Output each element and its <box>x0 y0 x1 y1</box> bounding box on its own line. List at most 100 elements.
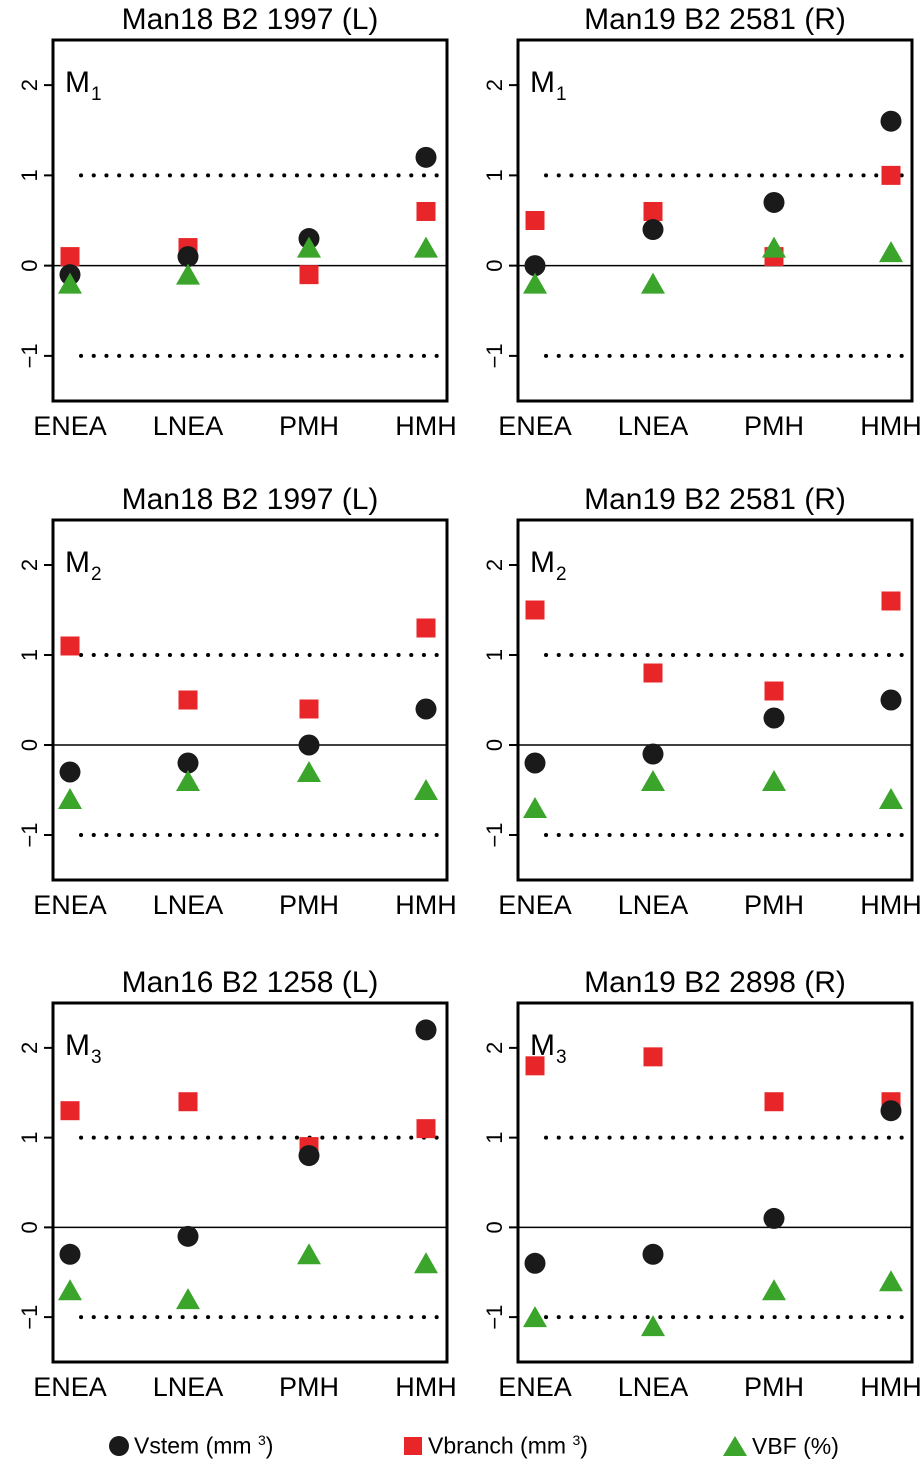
y-tick-label: 1 <box>17 649 42 661</box>
panel-label-subscript: 1 <box>556 84 567 105</box>
y-tick-label: 1 <box>17 1132 42 1144</box>
vbranch-point <box>643 663 663 683</box>
vbf-point <box>297 236 321 258</box>
y-tick-label: 1 <box>482 1132 507 1144</box>
plot-frame <box>51 518 449 882</box>
vstem-point <box>415 1019 437 1041</box>
vstem-point <box>298 734 320 756</box>
vstem-point <box>524 752 546 774</box>
vbranch-point <box>881 591 901 611</box>
vbranch-point <box>299 699 319 719</box>
vbf-point <box>762 770 786 791</box>
vbf-point <box>641 1315 665 1337</box>
vbranch-point <box>178 690 198 710</box>
y-tick-label: −1 <box>17 343 42 368</box>
x-tick-label: PMH <box>744 890 804 920</box>
vbranch-point <box>643 1047 663 1067</box>
plot-frame <box>516 38 914 403</box>
vbf-point <box>58 1279 82 1301</box>
x-tick-label: HMH <box>860 890 922 920</box>
y-tick-label: 0 <box>17 260 42 272</box>
vbf-point <box>641 272 665 294</box>
vstem-point <box>177 246 199 268</box>
y-tick-label: 1 <box>482 649 507 661</box>
chart-title: Man19 B2 2898 (R) <box>584 966 846 999</box>
vbf-point <box>879 788 903 809</box>
vbf-point <box>297 1243 321 1265</box>
x-tick-label: LNEA <box>618 411 689 441</box>
vbf-point <box>762 1279 786 1301</box>
chart-title: Man16 B2 1258 (L) <box>122 966 379 999</box>
vbranch-point <box>416 618 436 638</box>
square-marker-icon <box>404 1437 422 1455</box>
panel-label: M <box>65 1029 90 1062</box>
vstem-point <box>415 146 437 168</box>
vbranch-point <box>416 201 436 221</box>
vstem-point <box>177 752 199 774</box>
vbf-point <box>414 236 438 258</box>
x-tick-label: PMH <box>744 1372 804 1402</box>
vstem-point <box>642 1243 664 1265</box>
panel-label: M <box>65 66 90 99</box>
chart-title: Man19 B2 2581 (R) <box>584 3 846 36</box>
y-tick-label: 2 <box>17 79 42 91</box>
chart-title: Man18 B2 1997 (L) <box>122 483 379 516</box>
vbf-point <box>523 1306 547 1328</box>
x-tick-label: HMH <box>395 890 457 920</box>
x-tick-label: LNEA <box>618 890 689 920</box>
vbranch-point <box>643 201 663 221</box>
vbf-point <box>762 236 786 258</box>
x-tick-label: HMH <box>860 1372 922 1402</box>
vstem-point <box>415 698 437 720</box>
x-tick-label: ENEA <box>33 1372 107 1402</box>
x-tick-label: ENEA <box>498 890 572 920</box>
vstem-point <box>59 1243 81 1265</box>
x-tick-label: HMH <box>395 411 457 441</box>
vstem-point <box>763 191 785 213</box>
vbf-point <box>176 1288 200 1310</box>
vbranch-point <box>178 1092 198 1112</box>
panel-label-subscript: 1 <box>91 84 102 105</box>
legend-label-vbranch: Vbranch (mm 3) <box>428 1432 588 1459</box>
y-tick-label: 2 <box>482 559 507 571</box>
x-tick-label: ENEA <box>498 1372 572 1402</box>
vbranch-point <box>881 165 901 185</box>
x-tick-label: HMH <box>860 411 922 441</box>
panel-label-subscript: 3 <box>556 1047 567 1068</box>
vbranch-point <box>60 1101 80 1121</box>
plot-frame <box>51 38 449 403</box>
x-tick-label: PMH <box>279 890 339 920</box>
panel-label: M <box>65 546 90 579</box>
vbf-point <box>641 770 665 791</box>
vbranch-point <box>525 1056 545 1076</box>
vstem-point <box>880 689 902 711</box>
triangle-marker-icon <box>723 1436 747 1456</box>
y-tick-label: 0 <box>17 739 42 751</box>
x-tick-label: PMH <box>744 411 804 441</box>
vstem-point <box>763 1207 785 1229</box>
x-tick-label: PMH <box>279 1372 339 1402</box>
x-tick-label: LNEA <box>153 890 224 920</box>
vbranch-point <box>525 600 545 620</box>
panel-label-subscript: 2 <box>556 564 567 585</box>
vstem-point <box>880 1100 902 1122</box>
y-tick-label: −1 <box>482 343 507 368</box>
vbf-point <box>414 779 438 800</box>
vstem-point <box>524 255 546 277</box>
plot-frame <box>516 518 914 882</box>
vbranch-point <box>764 1092 784 1112</box>
legend-label-vstem: Vstem (mm 3) <box>134 1432 274 1459</box>
vstem-point <box>880 110 902 132</box>
vbf-point <box>879 1270 903 1292</box>
x-tick-label: LNEA <box>153 1372 224 1402</box>
x-tick-label: HMH <box>395 1372 457 1402</box>
plot-frame <box>516 1001 914 1364</box>
y-tick-label: −1 <box>17 822 42 847</box>
y-tick-label: −1 <box>17 1305 42 1330</box>
y-tick-label: 2 <box>17 1042 42 1054</box>
y-tick-label: −1 <box>482 822 507 847</box>
